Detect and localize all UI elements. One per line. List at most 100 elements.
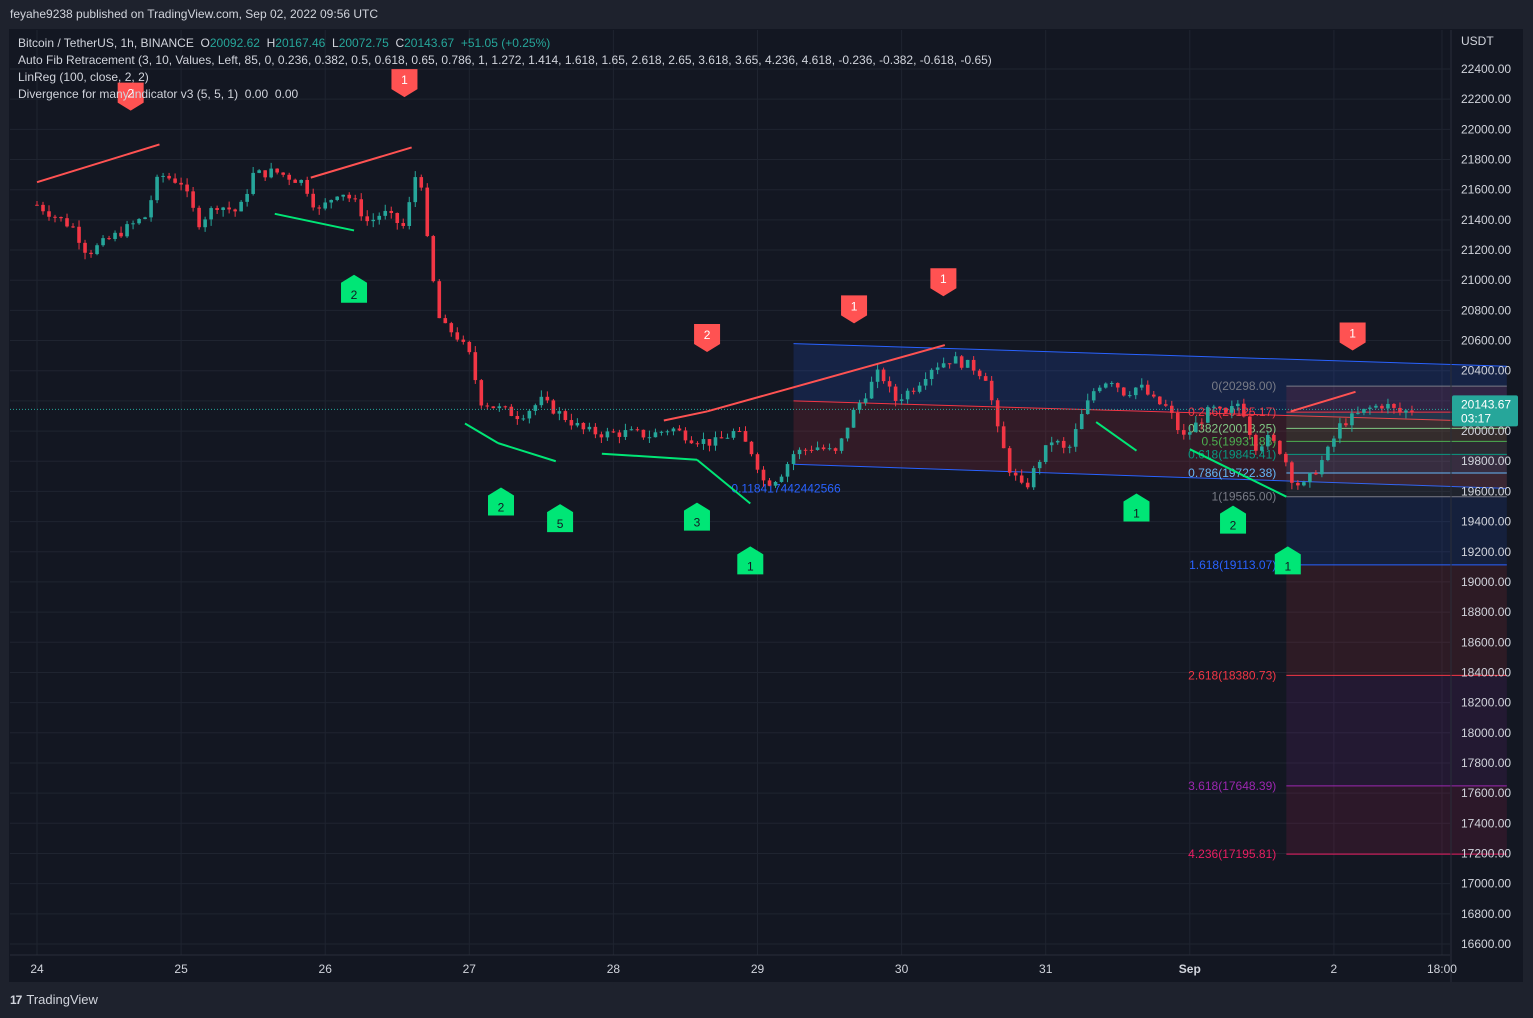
up-arrow-icon [1220,505,1247,534]
candle-body [233,209,237,212]
candle-body [1085,400,1090,415]
candle-body [881,369,886,382]
tradingview-brand[interactable]: TradingView [26,992,98,1007]
candle-body [1296,482,1300,486]
bullish-signal-marker[interactable]: 1 [1274,546,1301,575]
candle-body [389,210,394,214]
bearish-signal-marker[interactable]: 1 [841,295,868,324]
up-arrow-icon [1123,493,1150,522]
bullish-signal-marker[interactable]: 5 [547,504,574,533]
candle-body [605,431,610,438]
down-arrow-icon [1339,322,1366,351]
candle-body [713,437,718,446]
candle-body [443,318,448,324]
bearish-signal-marker[interactable]: 2 [117,82,144,111]
tradingview-logo-icon[interactable]: 17 [10,992,22,1007]
candle-body [791,454,796,465]
candle-body [341,194,346,197]
bullish-signal-marker[interactable]: 2 [488,487,515,516]
candle-body [377,215,382,220]
candle-body [749,441,754,455]
fib-level-label: 0.786(19722.38) [1188,466,1276,480]
low-label: L [332,36,339,50]
candle-body [1248,416,1252,435]
bullish-signal-marker[interactable]: 1 [1123,493,1150,522]
candle-body [995,400,1000,427]
price-chart[interactable]: 0(20298.00)0.236(20125.17)0.382(20018.25… [9,29,1523,982]
candle-body [1212,406,1216,408]
fib-level-label: 3.618(17648.39) [1188,779,1276,793]
time-tick-label: 27 [463,962,477,976]
bullish-divergence-line [601,452,698,461]
candle-body [401,223,406,226]
candle-body [677,428,682,431]
candle-body [209,208,213,220]
linreg-indicator-legend[interactable]: LinReg (100, close, 2, 2) [18,70,149,84]
bullish-signal-marker[interactable]: 2 [341,274,368,303]
candle-body [1284,453,1288,463]
candle-body [503,406,508,408]
candle-body [455,332,460,340]
candle-body [395,213,400,224]
candle-body [965,359,970,368]
bearish-signal-marker[interactable]: 2 [694,324,721,353]
candle-body [191,191,195,208]
candle-body [1380,405,1384,409]
candle-body [239,201,243,212]
candle-body [1362,408,1366,413]
candle-body [251,172,255,194]
candle-body [185,184,189,192]
candle-body [347,194,352,199]
symbol-name[interactable]: Bitcoin / TetherUS, 1h, BINANCE [18,36,194,50]
bullish-signal-marker[interactable]: 1 [737,546,764,575]
candle-body [305,179,309,194]
marker-label: 5 [557,517,564,531]
candle-body [1260,446,1264,451]
candle-body [1254,434,1258,451]
fib-indicator-legend[interactable]: Auto Fib Retracement (3, 10, Values, Lef… [18,53,992,67]
fib-extra-label: 0.118417442442566 [731,481,841,495]
candle-body [911,390,916,392]
candle-body [905,390,910,400]
bullish-signal-marker[interactable]: 3 [683,502,710,531]
candle-body [845,427,850,439]
candle-body [1037,461,1042,469]
candle-body [731,431,736,438]
price-tick-label: 18400.00 [1461,665,1511,679]
candle-body [893,386,898,401]
chart-frame[interactable]: 0(20298.00)0.236(20125.17)0.382(20018.25… [9,29,1523,982]
candle-body [1302,482,1306,486]
candle-body [587,426,592,430]
bullish-signal-marker[interactable]: 2 [1220,505,1247,534]
candle-body [1103,383,1108,388]
candle-body [1338,423,1342,439]
candle-body [35,204,39,206]
candle-body [1151,394,1156,397]
symbol-ohlc-row: Bitcoin / TetherUS, 1h, BINANCE O20092.6… [18,35,992,52]
candle-body [941,363,946,368]
candle-body [53,216,57,218]
candle-body [203,219,207,228]
divergence-indicator-legend[interactable]: Divergence for many indicator v3 (5, 5, … [18,86,992,103]
candle-body [77,226,81,243]
marker-label: 1 [851,299,858,313]
high-label: H [266,36,276,50]
bearish-signal-marker[interactable]: 1 [1339,322,1366,351]
candle-body [581,422,586,430]
candle-body [953,356,958,364]
candle-body [653,432,658,438]
bearish-signal-marker[interactable]: 1 [391,69,418,98]
candle-body [335,196,340,200]
candle-body [1266,435,1270,447]
marker-label: 2 [1230,519,1237,533]
bearish-signal-marker[interactable]: 1 [930,268,957,297]
candle-body [533,405,538,411]
linreg-middle-line [793,400,1507,423]
candle-body [689,440,694,444]
marker-label: 2 [127,87,134,101]
candle-body [665,431,670,433]
candle-body [1049,442,1054,446]
candle-body [917,385,922,392]
marker-label: 2 [351,288,358,302]
